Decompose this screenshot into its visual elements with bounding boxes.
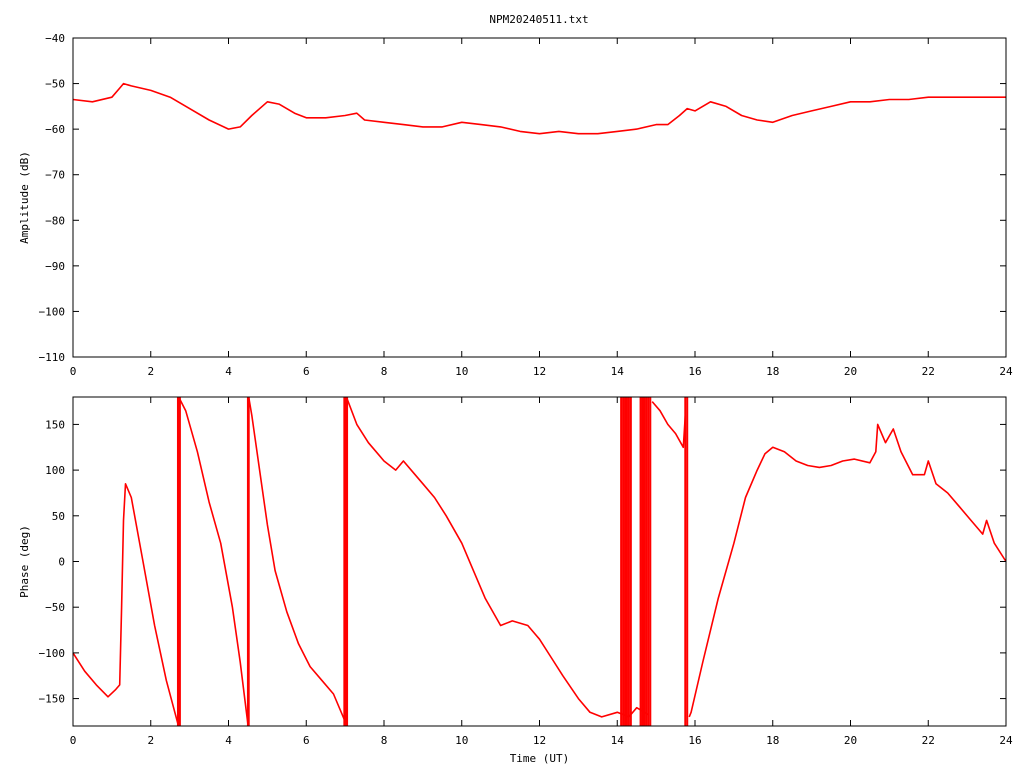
amplitude-x-tick-label: 2 bbox=[147, 365, 154, 378]
phase-y-tick-label: −150 bbox=[39, 693, 66, 706]
amplitude-y-tick-label: −40 bbox=[45, 32, 65, 45]
amplitude-x-tick-label: 16 bbox=[688, 365, 701, 378]
phase-x-tick-label: 24 bbox=[999, 734, 1013, 747]
amplitude-x-tick-label: 8 bbox=[381, 365, 388, 378]
phase-series-line-4 bbox=[651, 401, 687, 449]
amplitude-panel: 0 2 4 6 8 10 12 14 16 18 20 22 24−110−100−90−80−70−6… bbox=[18, 32, 1013, 378]
phase-x-axis-label: Time (UT) bbox=[510, 752, 570, 765]
amplitude-plot-frame bbox=[72, 37, 1007, 358]
amplitude-series-line-0 bbox=[72, 82, 1006, 135]
amplitude-y-tick-label: −80 bbox=[45, 214, 65, 227]
phase-series-line-3 bbox=[346, 398, 649, 718]
amplitude-x-tick-label: 14 bbox=[611, 365, 625, 378]
amplitude-x-tick-label: 12 bbox=[533, 365, 546, 378]
phase-y-tick-label: 100 bbox=[45, 464, 65, 477]
phase-x-tick-label: 0 bbox=[70, 734, 77, 747]
amplitude-y-tick-label: −70 bbox=[45, 169, 65, 182]
phase-x-tick-label: 20 bbox=[844, 734, 857, 747]
phase-x-tick-label: 6 bbox=[303, 734, 310, 747]
phase-series-line-5 bbox=[688, 423, 1007, 718]
phase-y-axis-label: Phase (deg) bbox=[18, 525, 31, 598]
phase-y-tick-label: 150 bbox=[45, 418, 65, 431]
chart-title: NPM20240511.txt bbox=[489, 13, 588, 26]
phase-plot-frame bbox=[72, 396, 1007, 727]
amplitude-x-tick-label: 24 bbox=[999, 365, 1013, 378]
amplitude-x-tick-label: 10 bbox=[455, 365, 468, 378]
phase-y-tick-label: −50 bbox=[45, 601, 65, 614]
amplitude-x-tick-label: 22 bbox=[922, 365, 935, 378]
amplitude-y-tick-label: −60 bbox=[45, 123, 65, 136]
amplitude-y-tick-label: −50 bbox=[45, 78, 65, 91]
phase-series-line-0 bbox=[72, 482, 179, 725]
amplitude-x-tick-label: 0 bbox=[70, 365, 77, 378]
phase-x-tick-label: 2 bbox=[147, 734, 154, 747]
phase-series-line-1 bbox=[177, 396, 249, 725]
phase-series-line-2 bbox=[247, 396, 346, 722]
phase-x-tick-label: 10 bbox=[455, 734, 468, 747]
amplitude-x-tick-label: 4 bbox=[225, 365, 232, 378]
amplitude-y-tick-label: −90 bbox=[45, 260, 65, 273]
phase-x-tick-label: 12 bbox=[533, 734, 546, 747]
phase-x-tick-label: 8 bbox=[381, 734, 388, 747]
phase-panel: 0 2 4 6 8 10 12 14 16 18 20 22 24−150−100−5005010015… bbox=[18, 396, 1013, 765]
amplitude-y-axis-label: Amplitude (dB) bbox=[18, 151, 31, 244]
amplitude-x-tick-label: 18 bbox=[766, 365, 779, 378]
phase-y-tick-label: −100 bbox=[39, 647, 66, 660]
phase-x-tick-label: 18 bbox=[766, 734, 779, 747]
phase-x-tick-label: 14 bbox=[611, 734, 625, 747]
amplitude-y-tick-label: −100 bbox=[39, 305, 66, 318]
phase-y-tick-label: 50 bbox=[52, 510, 65, 523]
phase-x-tick-label: 4 bbox=[225, 734, 232, 747]
phase-y-tick-label: 0 bbox=[58, 556, 65, 569]
amplitude-x-tick-label: 6 bbox=[303, 365, 310, 378]
phase-x-tick-label: 16 bbox=[688, 734, 701, 747]
amplitude-y-tick-label: −110 bbox=[39, 351, 66, 364]
amplitude-x-tick-label: 20 bbox=[844, 365, 857, 378]
phase-x-tick-label: 22 bbox=[922, 734, 935, 747]
